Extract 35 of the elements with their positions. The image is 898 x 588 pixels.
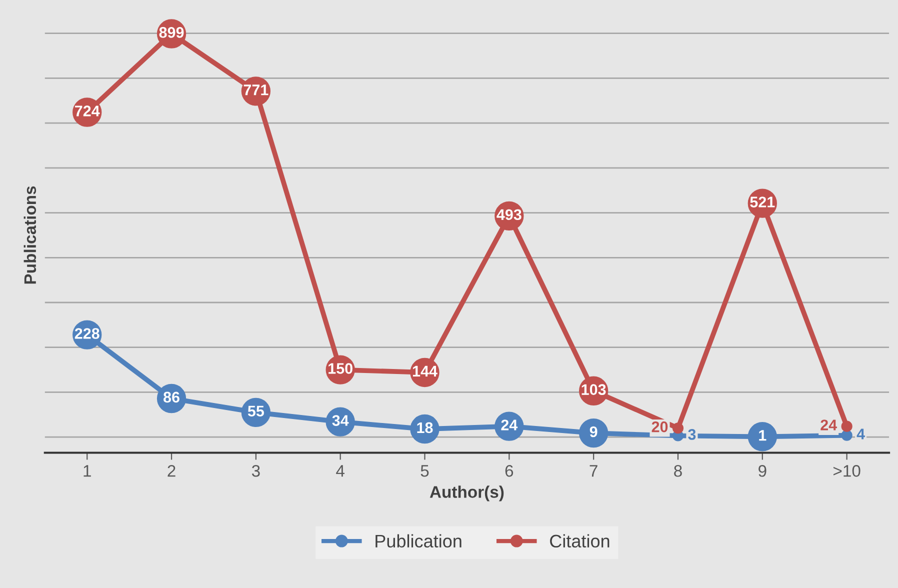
data-label: 521	[750, 196, 775, 208]
x-axis-title: Author(s)	[430, 486, 504, 502]
data-label: 18	[417, 422, 433, 434]
x-tick-label: 1	[84, 465, 91, 477]
data-label: 724	[75, 106, 100, 116]
x-tick-label: 5	[420, 465, 429, 477]
data-label: 493	[496, 209, 522, 220]
data-label: 24	[501, 420, 518, 430]
data-label: 4	[856, 428, 865, 440]
x-tick-label: 9	[758, 465, 766, 477]
x-tick-label: 4	[336, 465, 344, 477]
x-tick-label: >10	[834, 465, 860, 477]
data-label: 144	[412, 366, 438, 376]
data-label: 34	[332, 415, 349, 426]
x-tick-label: 2	[168, 465, 176, 477]
legend-label: Citation	[550, 534, 610, 548]
data-label: 24	[820, 420, 838, 430]
x-tick-label: 6	[505, 465, 514, 477]
data-label: 771	[244, 84, 268, 96]
legend-label: Publication	[376, 534, 462, 548]
y-axis-title: Publications	[24, 186, 36, 284]
data-label: 20	[652, 421, 668, 432]
data-label: 86	[164, 392, 180, 403]
x-tick-label: 3	[252, 465, 260, 477]
data-label: 9	[590, 426, 598, 438]
data-label: 3	[688, 429, 696, 440]
data-label: 1	[759, 430, 766, 441]
x-tick-label: 7	[590, 465, 598, 477]
data-label: 103	[582, 384, 606, 396]
x-tick-label: 8	[674, 465, 682, 477]
data-label: 899	[159, 27, 184, 38]
data-label: 150	[328, 363, 352, 374]
data-label: 228	[74, 328, 100, 339]
data-label: 55	[248, 406, 264, 417]
point	[748, 422, 777, 452]
